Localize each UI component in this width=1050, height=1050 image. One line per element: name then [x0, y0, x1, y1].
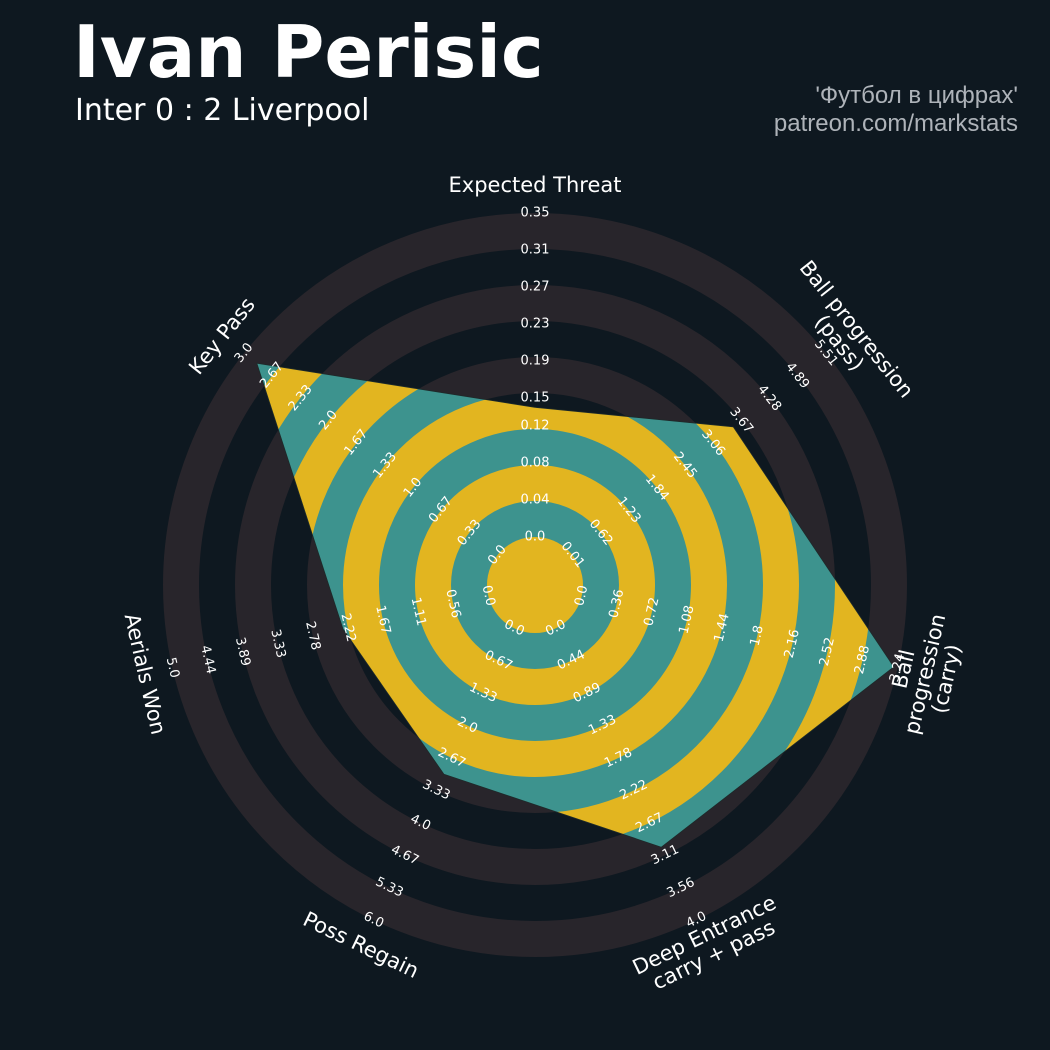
tick-label: 0.27: [521, 280, 550, 295]
tick-label: 0.08: [521, 455, 550, 470]
radar-ring: [487, 537, 583, 633]
credit: 'Футбол в цифрах': [815, 82, 1018, 109]
tick-label: 5.0: [163, 656, 182, 680]
tick-label: 1.08: [677, 604, 698, 636]
radar-ring: [415, 465, 655, 705]
tick-label: 0.04: [521, 492, 550, 507]
tick-label: 0.36: [606, 588, 627, 620]
background-ring: [163, 213, 907, 957]
param-label: Expected Threat: [448, 173, 622, 197]
tick-label: 2.16: [782, 628, 803, 660]
tick-label: 0.19: [521, 354, 550, 369]
tick-label: 1.67: [372, 604, 393, 636]
tick-label: 0.23: [521, 317, 550, 332]
tick-label: 4.44: [197, 644, 218, 676]
tick-label: 2.52: [817, 636, 838, 668]
tick-label: 0.35: [521, 206, 550, 221]
tick-label: 0.72: [641, 596, 662, 628]
tick-label: 3.89: [232, 636, 253, 668]
tick-label: 0.31: [521, 243, 550, 258]
tick-label: 1.44: [712, 612, 733, 644]
tick-label: 1.11: [408, 596, 429, 628]
radar-outline: [256, 362, 895, 848]
tick-label: 2.78: [302, 620, 323, 652]
tick-label: 0.56: [442, 588, 463, 620]
tick-label: 2.22: [337, 612, 358, 644]
tick-label: 1.8: [748, 624, 767, 648]
chart-subtitle: Inter 0 : 2 Liverpool: [75, 93, 370, 128]
chart-title: Ivan Perisic: [73, 10, 544, 94]
credit: patreon.com/markstats: [773, 110, 1018, 137]
tick-label: 0.0: [479, 584, 498, 608]
radar-ring: [343, 393, 727, 777]
tick-label: 2.88: [852, 644, 873, 676]
tick-label: 0.0: [572, 584, 591, 608]
tick-label: 0.15: [521, 391, 550, 406]
tick-label: 0.0: [525, 530, 546, 545]
tick-label: 3.24: [887, 652, 908, 684]
tick-label: 3.33: [267, 628, 288, 660]
tick-label: 0.12: [521, 418, 550, 433]
